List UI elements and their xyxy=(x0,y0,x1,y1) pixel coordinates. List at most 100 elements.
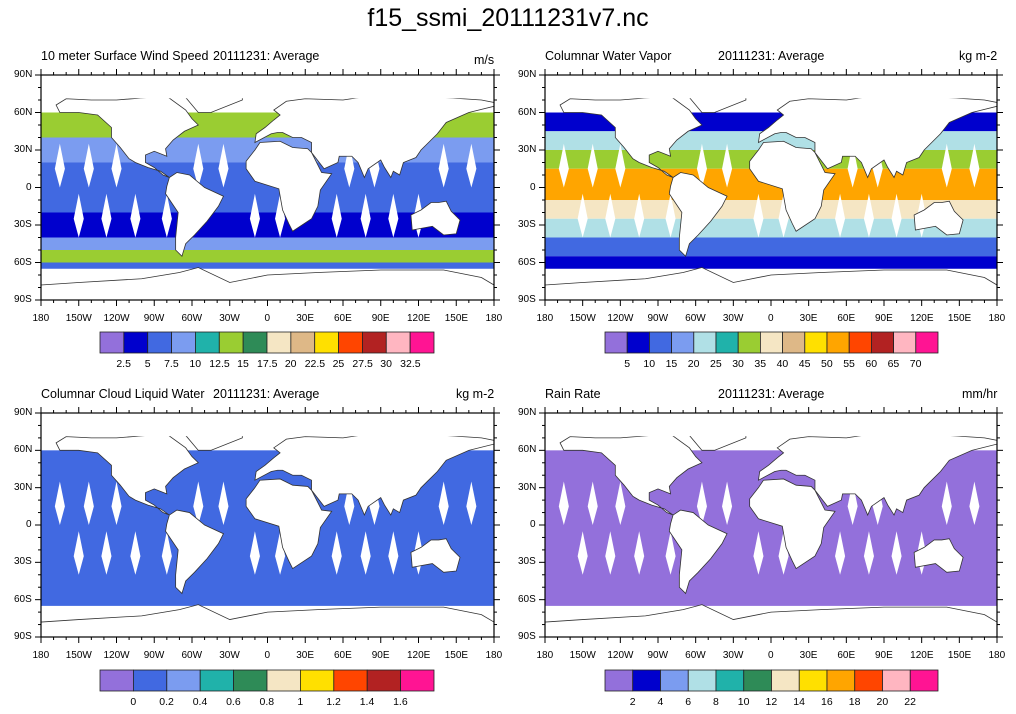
data-band xyxy=(545,200,997,219)
swath-gap xyxy=(847,143,858,188)
colorbar-swatch xyxy=(604,669,634,692)
swath-gap xyxy=(835,193,846,238)
x-tick-label: 120W xyxy=(103,650,130,661)
y-tick-label: 60N xyxy=(518,106,537,118)
panel-rain-rate xyxy=(539,407,1003,643)
x-tick-label: 60E xyxy=(837,313,856,324)
colorbar-label: 20 xyxy=(687,358,700,370)
colorbar-swatch xyxy=(826,669,856,692)
x-tick-label: 150E xyxy=(444,313,469,324)
x-tick-label: 90W xyxy=(143,313,165,324)
swath-gap xyxy=(753,193,764,238)
continent-outline xyxy=(544,604,998,638)
continent-outline xyxy=(254,92,495,179)
swath-gap xyxy=(54,481,65,525)
colorbar-label: 45 xyxy=(798,358,811,370)
swath-gap xyxy=(615,481,626,525)
colorbar-label: 70 xyxy=(909,358,922,370)
x-tick-label: 120E xyxy=(910,650,934,661)
continent-outline xyxy=(749,140,836,232)
x-tick-label: 150E xyxy=(947,650,972,661)
swath-gap xyxy=(872,481,883,525)
colorbar-label: 7.5 xyxy=(164,358,179,370)
swath-gap xyxy=(778,531,789,575)
x-tick-label: 180 xyxy=(536,650,554,661)
panel-units: m/s xyxy=(474,53,495,67)
continent-outline xyxy=(165,172,225,258)
x-tick-label: 180 xyxy=(32,313,50,324)
y-tick-label: 90N xyxy=(14,69,33,80)
y-tick-label: 60S xyxy=(518,593,536,605)
colorbar-swatch xyxy=(166,669,201,692)
data-band xyxy=(41,237,494,250)
colorbar-label: 14 xyxy=(793,696,805,708)
swath-gap xyxy=(161,193,172,238)
y-tick-label: 60S xyxy=(14,593,32,605)
y-tick-label: 30N xyxy=(518,144,537,155)
x-tick-label: 180 xyxy=(485,650,503,661)
data-band xyxy=(545,237,997,257)
colorbar-swatch xyxy=(99,331,125,354)
x-tick-label: 180 xyxy=(536,313,554,324)
colorbar-label: 0.6 xyxy=(226,696,241,708)
x-tick-label: 120E xyxy=(407,313,431,324)
y-tick-label: 30S xyxy=(518,556,536,568)
colorbar-label: 1.2 xyxy=(326,696,341,708)
colorbar-label: 0.4 xyxy=(192,696,208,708)
colorbar-swatch xyxy=(909,669,939,692)
colorbar-swatch xyxy=(266,669,301,692)
colorbar-label: 2 xyxy=(629,696,636,708)
colorbar-swatch xyxy=(147,331,172,354)
colorbar-swatch xyxy=(743,669,772,692)
colorbar-swatch xyxy=(782,331,806,354)
swath-gap xyxy=(634,531,645,575)
x-tick-label: 180 xyxy=(485,313,503,324)
colorbar-swatch xyxy=(366,669,402,692)
colorbar-label: 30 xyxy=(732,358,744,370)
colorbar-swatch xyxy=(671,331,695,354)
continent-outline xyxy=(410,200,461,236)
colorbar-swatch xyxy=(604,331,628,354)
colorbar-label: 10 xyxy=(189,358,202,370)
x-tick-label: 150W xyxy=(65,313,92,324)
colorbar-label: 5 xyxy=(624,358,631,370)
swath-gap xyxy=(331,531,342,575)
continent-outline xyxy=(668,172,728,258)
swath-gap xyxy=(249,531,260,575)
swath-gap xyxy=(130,531,141,575)
swath-gap xyxy=(360,531,371,575)
polar-mask xyxy=(41,413,494,437)
swath-gap xyxy=(344,143,355,188)
colorbar xyxy=(604,331,939,354)
swath-gap xyxy=(130,193,141,238)
panel-title: Rain Rate xyxy=(545,387,601,401)
continent-outline xyxy=(668,509,728,595)
swath-gap xyxy=(891,193,902,238)
swath-gap xyxy=(722,481,733,525)
x-tick-label: 120W xyxy=(607,313,634,324)
swath-gap xyxy=(101,193,112,238)
y-tick-label: 30N xyxy=(518,481,537,493)
data-band xyxy=(41,262,494,269)
swath-gap xyxy=(83,143,94,188)
y-tick-label: 90S xyxy=(14,294,32,305)
x-tick-label: 120E xyxy=(910,313,934,324)
x-tick-label: 30E xyxy=(799,313,818,324)
swath-gap xyxy=(438,481,449,525)
colorbar-swatch xyxy=(233,669,268,692)
colorbar-label: 1 xyxy=(297,696,304,708)
data-band xyxy=(545,256,997,269)
swath-gap xyxy=(388,531,399,575)
swath-gap xyxy=(275,531,286,575)
colorbar-swatch xyxy=(362,331,387,354)
continent-outline xyxy=(913,538,964,573)
swath-gap xyxy=(438,143,449,188)
panel-title: Columnar Cloud Liquid Water xyxy=(41,387,205,401)
swath-gap xyxy=(615,143,626,188)
colorbar-swatch xyxy=(409,331,435,354)
swath-gap xyxy=(863,531,874,575)
y-tick-label: 90S xyxy=(518,294,536,305)
colorbar-swatch xyxy=(385,331,411,354)
polar-mask xyxy=(545,413,997,437)
colorbar-swatch xyxy=(687,669,717,692)
